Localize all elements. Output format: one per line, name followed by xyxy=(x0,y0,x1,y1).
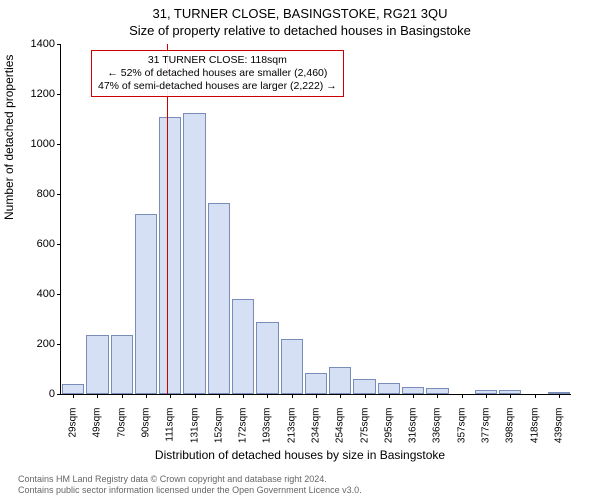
x-tick-mark xyxy=(292,394,293,398)
y-tick-mark xyxy=(57,194,61,195)
histogram-bar xyxy=(208,203,230,394)
annotation-line1: 31 TURNER CLOSE: 118sqm xyxy=(98,54,337,67)
x-tick-mark xyxy=(316,394,317,398)
histogram-bar xyxy=(329,367,351,395)
x-tick-mark xyxy=(389,394,390,398)
histogram-bar xyxy=(281,339,303,394)
y-tick-label: 1000 xyxy=(19,138,55,150)
histogram-bar xyxy=(232,299,254,394)
annotation-line2: ← 52% of detached houses are smaller (2,… xyxy=(98,67,337,80)
chart-title-address: 31, TURNER CLOSE, BASINGSTOKE, RG21 3QU xyxy=(0,0,600,21)
x-tick-mark xyxy=(97,394,98,398)
annotation-line3: 47% of semi-detached houses are larger (… xyxy=(98,80,337,93)
x-tick-mark xyxy=(559,394,560,398)
histogram-bar xyxy=(305,373,327,394)
x-tick-mark xyxy=(486,394,487,398)
x-tick-mark xyxy=(122,394,123,398)
y-tick-label: 600 xyxy=(19,238,55,250)
histogram-bar xyxy=(86,335,108,394)
x-tick-mark xyxy=(267,394,268,398)
histogram-bar xyxy=(135,214,157,394)
y-tick-label: 0 xyxy=(19,388,55,400)
x-axis-label: Distribution of detached houses by size … xyxy=(0,448,600,462)
y-tick-mark xyxy=(57,344,61,345)
y-tick-mark xyxy=(57,294,61,295)
x-tick-mark xyxy=(413,394,414,398)
x-tick-mark xyxy=(365,394,366,398)
x-tick-mark xyxy=(510,394,511,398)
chart-subtitle: Size of property relative to detached ho… xyxy=(0,21,600,38)
y-tick-label: 1400 xyxy=(19,38,55,50)
x-tick-mark xyxy=(243,394,244,398)
x-tick-mark xyxy=(340,394,341,398)
histogram-bar xyxy=(62,384,84,394)
x-tick-mark xyxy=(219,394,220,398)
y-tick-mark xyxy=(57,244,61,245)
y-tick-label: 400 xyxy=(19,288,55,300)
y-tick-label: 1200 xyxy=(19,88,55,100)
y-tick-mark xyxy=(57,44,61,45)
y-tick-mark xyxy=(57,394,61,395)
x-tick-mark xyxy=(195,394,196,398)
x-tick-mark xyxy=(437,394,438,398)
footer-line1: Contains HM Land Registry data © Crown c… xyxy=(18,474,362,485)
x-tick-mark xyxy=(535,394,536,398)
x-tick-mark xyxy=(170,394,171,398)
y-tick-label: 800 xyxy=(19,188,55,200)
histogram-bar xyxy=(183,113,205,394)
plot-area: 31 TURNER CLOSE: 118sqm ← 52% of detache… xyxy=(60,44,571,395)
y-tick-mark xyxy=(57,144,61,145)
histogram-bar xyxy=(159,117,181,395)
footer-attribution: Contains HM Land Registry data © Crown c… xyxy=(18,474,362,496)
histogram-bar xyxy=(353,379,375,394)
x-tick-mark xyxy=(146,394,147,398)
histogram-bar xyxy=(256,322,278,395)
histogram-bar xyxy=(402,387,424,395)
annotation-box: 31 TURNER CLOSE: 118sqm ← 52% of detache… xyxy=(91,50,344,97)
y-tick-mark xyxy=(57,94,61,95)
footer-line2: Contains public sector information licen… xyxy=(18,485,362,496)
x-tick-mark xyxy=(73,394,74,398)
histogram-bar xyxy=(378,383,400,394)
x-tick-mark xyxy=(462,394,463,398)
histogram-bar xyxy=(111,335,133,394)
y-tick-label: 200 xyxy=(19,338,55,350)
y-axis-label: Number of detached properties xyxy=(2,55,16,220)
